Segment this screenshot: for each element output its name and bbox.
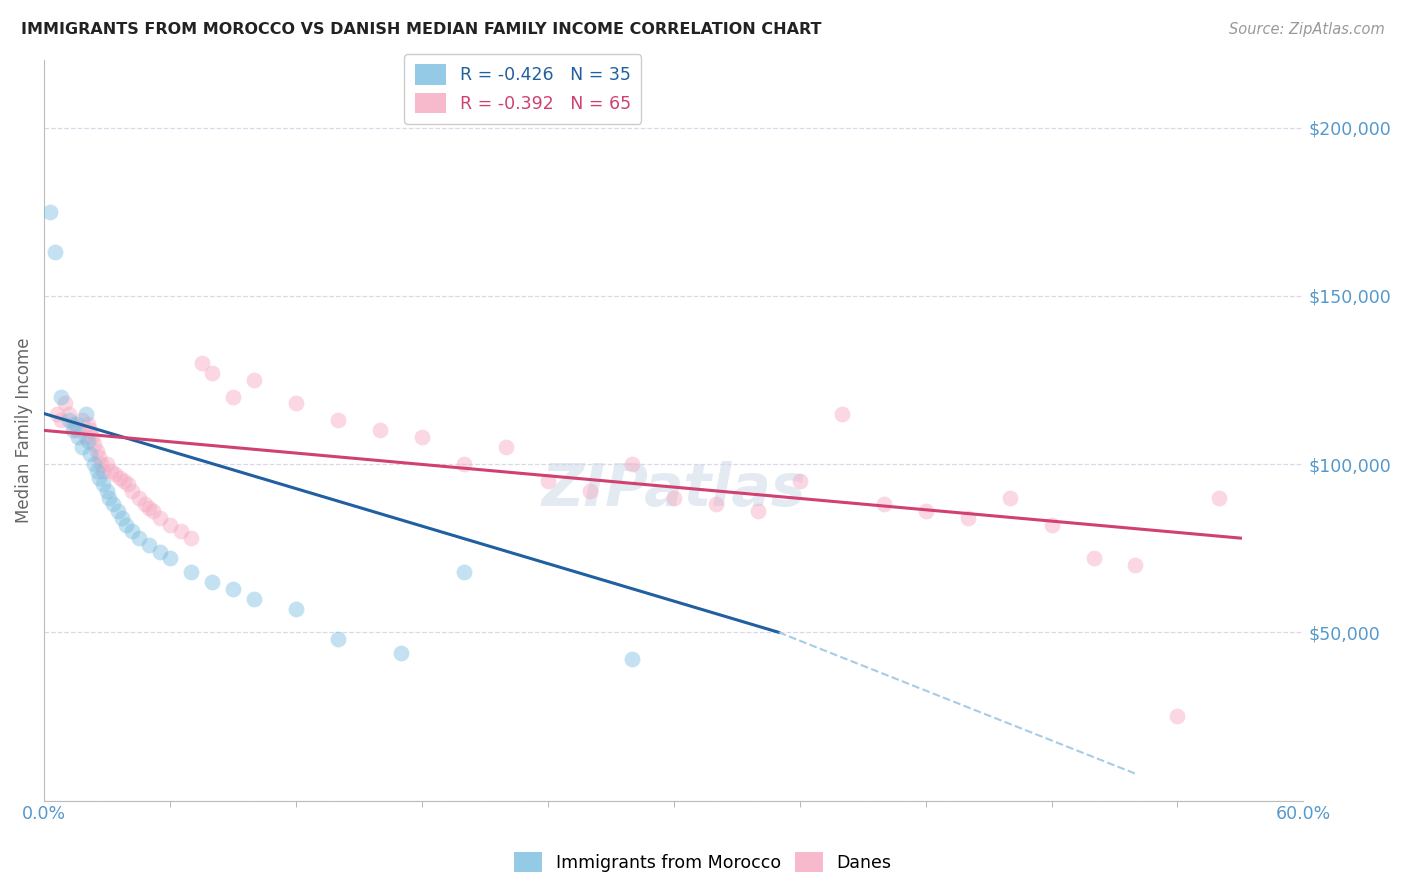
Text: ZIPatlas: ZIPatlas — [541, 461, 806, 518]
Point — [285, 396, 308, 410]
Point — [789, 474, 811, 488]
Point — [148, 511, 170, 525]
Point — [453, 457, 475, 471]
Point — [90, 457, 112, 471]
Point — [87, 470, 110, 484]
Point — [87, 450, 110, 465]
Point — [620, 457, 643, 471]
Point — [103, 498, 125, 512]
Point — [222, 390, 245, 404]
Point — [148, 544, 170, 558]
Point — [872, 498, 894, 512]
Point — [326, 632, 349, 646]
Point — [1083, 551, 1105, 566]
Point — [65, 417, 87, 431]
Point — [1125, 558, 1147, 572]
Point — [77, 417, 100, 431]
Point — [62, 424, 84, 438]
Point — [107, 504, 129, 518]
Point — [285, 601, 308, 615]
Text: Source: ZipAtlas.com: Source: ZipAtlas.com — [1229, 22, 1385, 37]
Point — [58, 413, 80, 427]
Point — [39, 204, 62, 219]
Point — [138, 538, 160, 552]
Legend: Immigrants from Morocco, Danes: Immigrants from Morocco, Danes — [508, 845, 898, 879]
Point — [79, 447, 101, 461]
Point — [62, 417, 84, 431]
Point — [91, 464, 114, 478]
Point — [620, 652, 643, 666]
Text: IMMIGRANTS FROM MOROCCO VS DANISH MEDIAN FAMILY INCOME CORRELATION CHART: IMMIGRANTS FROM MOROCCO VS DANISH MEDIAN… — [21, 22, 821, 37]
Point — [142, 504, 165, 518]
Point — [578, 483, 600, 498]
Point — [49, 390, 72, 404]
Point — [201, 574, 224, 589]
Point — [326, 413, 349, 427]
Point — [138, 500, 160, 515]
Point — [704, 498, 727, 512]
Point — [368, 424, 391, 438]
Point — [70, 413, 93, 427]
Point — [108, 470, 131, 484]
Point — [96, 457, 118, 471]
Point — [104, 467, 127, 482]
Point — [45, 407, 67, 421]
Point — [75, 430, 97, 444]
Point — [121, 483, 143, 498]
Point — [389, 646, 412, 660]
Point — [495, 440, 517, 454]
Point — [411, 430, 433, 444]
Point — [128, 491, 150, 505]
Point — [44, 245, 66, 260]
Point — [86, 443, 108, 458]
Point — [159, 517, 181, 532]
Point — [112, 474, 135, 488]
Point — [169, 524, 191, 539]
Point — [82, 430, 104, 444]
Point — [117, 477, 139, 491]
Point — [83, 437, 105, 451]
Point — [1208, 491, 1230, 505]
Point — [100, 464, 122, 478]
Point — [222, 582, 245, 596]
Point — [79, 424, 101, 438]
Point — [66, 424, 89, 438]
Point — [747, 504, 769, 518]
Point — [159, 551, 181, 566]
Point — [180, 531, 202, 545]
Point — [53, 396, 76, 410]
Point — [115, 517, 138, 532]
Point — [91, 477, 114, 491]
Point — [243, 591, 266, 606]
Point — [956, 511, 979, 525]
Y-axis label: Median Family Income: Median Family Income — [15, 338, 32, 523]
Point — [914, 504, 936, 518]
Point — [180, 565, 202, 579]
Point — [537, 474, 560, 488]
Point — [70, 440, 93, 454]
Point — [1166, 709, 1188, 723]
Point — [190, 356, 212, 370]
Point — [77, 434, 100, 448]
Point — [453, 565, 475, 579]
Point — [831, 407, 853, 421]
Point — [243, 373, 266, 387]
Point — [66, 430, 89, 444]
Point — [98, 491, 121, 505]
Point — [83, 457, 105, 471]
Point — [111, 511, 134, 525]
Point — [58, 407, 80, 421]
Point — [662, 491, 685, 505]
Legend: R = -0.426   N = 35, R = -0.392   N = 65: R = -0.426 N = 35, R = -0.392 N = 65 — [404, 54, 641, 124]
Point — [128, 531, 150, 545]
Point — [96, 483, 118, 498]
Point — [1040, 517, 1063, 532]
Point — [86, 464, 108, 478]
Point — [75, 407, 97, 421]
Point — [121, 524, 143, 539]
Point — [49, 413, 72, 427]
Point — [201, 366, 224, 380]
Point — [134, 498, 156, 512]
Point — [998, 491, 1021, 505]
